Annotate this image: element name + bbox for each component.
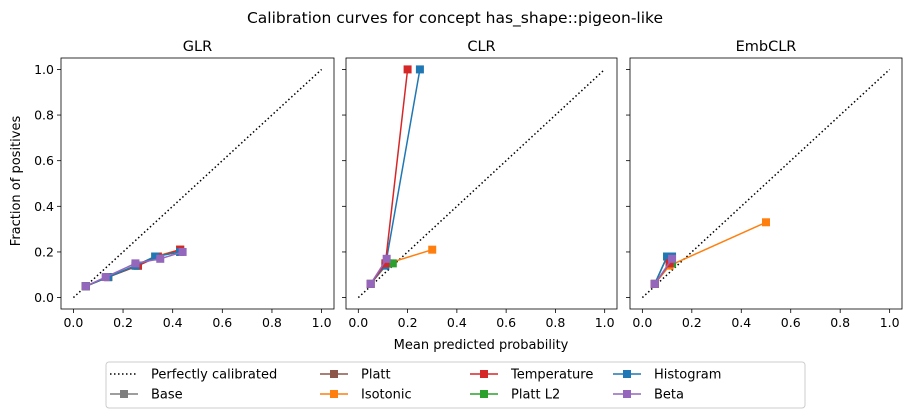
legend-label: Platt L2 bbox=[511, 388, 560, 403]
data-point bbox=[156, 254, 165, 263]
panel-embclr: EmbCLR 0.0 0.2 0.4 0.6 0.8 1.0 bbox=[626, 39, 903, 330]
x-tick-label: 0.2 bbox=[682, 315, 702, 330]
legend-label: Isotonic bbox=[361, 388, 412, 403]
series-beta bbox=[650, 254, 677, 288]
x-axis-label: Mean predicted probability bbox=[394, 338, 569, 353]
y-axis-label: Fraction of positives bbox=[9, 116, 24, 247]
legend-label: Perfectly calibrated bbox=[151, 368, 277, 383]
legend-item-base: Base bbox=[110, 388, 183, 403]
legend-item-platt: Platt bbox=[320, 368, 391, 383]
legend-marker bbox=[330, 390, 338, 398]
x-tick-label: 0.8 bbox=[545, 315, 565, 330]
x-tick-label: 1.0 bbox=[880, 315, 900, 330]
x-tick-label: 0.6 bbox=[496, 315, 516, 330]
series-temperature bbox=[366, 65, 412, 288]
plot-frame bbox=[345, 57, 618, 310]
legend-marker bbox=[480, 390, 488, 398]
series-isotonic bbox=[366, 245, 437, 288]
series-line bbox=[370, 258, 388, 285]
series-line bbox=[370, 69, 409, 285]
data-point bbox=[382, 254, 391, 263]
figure-title: Calibration curves for concept has_shape… bbox=[247, 9, 663, 28]
x-tick-label: 0.2 bbox=[113, 315, 133, 330]
panel-glr: GLR 0.0 0.2 0.4 0.6 0.8 1.0 0.0 0.2 0.4 0.6 0.8 1.0 bbox=[34, 39, 335, 330]
legend-item-beta: Beta bbox=[613, 388, 684, 403]
y-tick-label: 0.4 bbox=[34, 199, 54, 214]
x-tick-label: 0.6 bbox=[212, 315, 232, 330]
panel-title: GLR bbox=[183, 39, 212, 55]
y-tick-label: 0.0 bbox=[34, 290, 54, 305]
x-tick-label: 0.0 bbox=[348, 315, 368, 330]
data-point bbox=[663, 252, 672, 261]
x-tick-label: 0.0 bbox=[63, 315, 83, 330]
x-tick-label: 1.0 bbox=[312, 315, 332, 330]
y-tick-label: 1.0 bbox=[34, 62, 54, 77]
x-tick-label: 0.4 bbox=[731, 315, 751, 330]
plot-frame bbox=[60, 57, 335, 310]
data-point bbox=[668, 254, 677, 263]
legend-label: Base bbox=[151, 388, 183, 403]
x-tick-label: 0.6 bbox=[781, 315, 801, 330]
panel-title: EmbCLR bbox=[736, 39, 797, 55]
data-point bbox=[366, 279, 375, 288]
x-tick-label: 0.8 bbox=[830, 315, 850, 330]
legend-marker bbox=[623, 390, 631, 398]
legend-item-perfectly-calibrated: Perfectly calibrated bbox=[110, 368, 277, 383]
legend-item-temperature: Temperature bbox=[470, 368, 593, 383]
series-line bbox=[654, 258, 673, 285]
perfectly-calibrated-line bbox=[641, 68, 891, 299]
data-point bbox=[650, 279, 659, 288]
x-tick-label: 1.0 bbox=[595, 315, 615, 330]
legend-label: Platt bbox=[361, 368, 391, 383]
x-tick-label: 0.0 bbox=[632, 315, 652, 330]
x-tick-label: 0.8 bbox=[262, 315, 282, 330]
data-point bbox=[381, 259, 390, 268]
legend-label: Beta bbox=[654, 388, 684, 403]
panel-clr: CLR 0.0 0.2 0.4 0.6 0.8 1.0 bbox=[342, 39, 618, 330]
data-point bbox=[131, 259, 140, 268]
perfectly-calibrated-line bbox=[72, 68, 323, 299]
legend-item-histogram: Histogram bbox=[613, 368, 721, 383]
plot-frame bbox=[629, 57, 903, 310]
data-point bbox=[762, 218, 770, 227]
legend-marker bbox=[480, 370, 488, 378]
legend-label: Histogram bbox=[654, 368, 721, 383]
data-point bbox=[81, 282, 90, 291]
series-beta bbox=[81, 247, 187, 291]
data-point bbox=[101, 273, 110, 282]
data-point bbox=[428, 245, 437, 254]
y-tick-label: 0.8 bbox=[34, 108, 54, 123]
data-point bbox=[415, 65, 424, 74]
x-tick-label: 0.4 bbox=[447, 315, 467, 330]
data-point bbox=[178, 247, 187, 256]
x-tick-label: 0.4 bbox=[163, 315, 183, 330]
legend-marker bbox=[330, 370, 338, 378]
legend-item-platt-l2: Platt L2 bbox=[470, 388, 560, 403]
legend-label: Temperature bbox=[510, 368, 593, 383]
series-histogram bbox=[81, 247, 185, 291]
legend-marker bbox=[120, 390, 128, 398]
series-line bbox=[370, 248, 433, 285]
y-tick-label: 0.2 bbox=[34, 244, 54, 259]
legend: Perfectly calibrated Base Platt Isotonic Tem… bbox=[105, 361, 806, 409]
legend-item-isotonic: Isotonic bbox=[320, 388, 412, 403]
x-tick-label: 0.2 bbox=[398, 315, 418, 330]
legend-marker bbox=[623, 370, 631, 378]
y-tick-label: 0.6 bbox=[34, 153, 54, 168]
series-beta bbox=[366, 254, 391, 288]
panel-title: CLR bbox=[467, 39, 495, 55]
data-point bbox=[388, 259, 397, 268]
data-point bbox=[403, 65, 412, 74]
data-point bbox=[151, 252, 160, 261]
